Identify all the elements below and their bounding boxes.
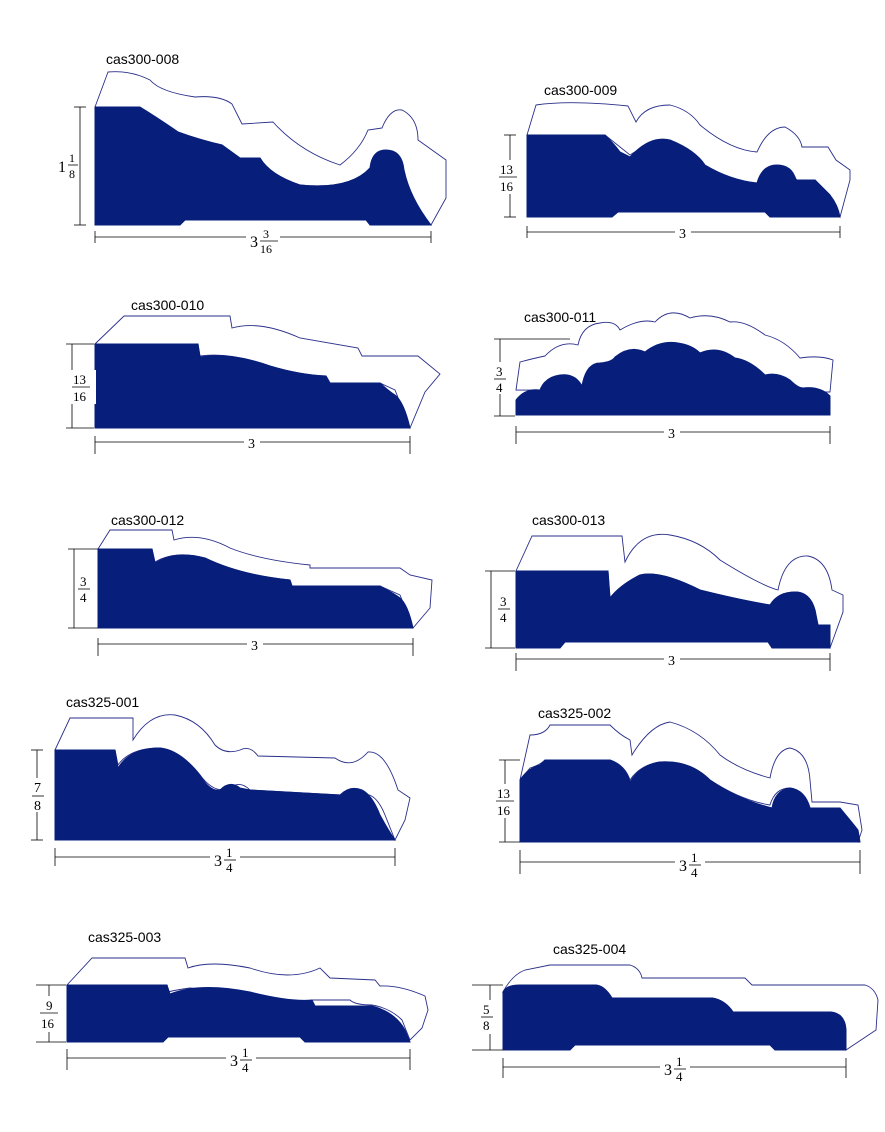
dimension-label-bg [496,592,514,624]
width-denominator: 4 [242,1060,249,1075]
width-numerator: 1 [691,850,698,865]
height-denominator: 4 [496,380,503,395]
width-whole: 3 [679,227,686,242]
profile-cas325-003: cas325-003 9 16 3 1 4 [36,929,429,1075]
width-denominator: 4 [691,865,698,880]
height-numerator: 13 [500,162,513,177]
height-numerator: 1 [69,151,75,165]
profile-cross-section [66,984,411,1043]
profile-cas300-010: cas300-010 13 16 3 [66,297,441,454]
profile-cas325-001: cas325-001 7 8 3 1 4 [30,694,411,875]
profile-cross-section [515,570,831,649]
profile-cas325-002: cas325-002 13 16 3 1 4 [494,705,863,880]
height-denominator: 16 [41,1016,55,1031]
width-numerator: 1 [226,845,233,860]
width-denominator: 16 [260,242,272,256]
profile-label: cas325-004 [553,941,626,957]
width-whole: 3 [679,858,687,875]
height-numerator: 3 [80,574,87,589]
height-denominator: 4 [500,610,507,625]
dimension-label-bg [30,778,48,812]
height-denominator: 8 [34,799,41,814]
width-whole: 3 [250,234,258,251]
profile-cross-section [94,343,411,429]
width-whole: 3 [664,1062,672,1079]
profile-cas300-008: cas300-008 1 1 8 3 3 16 [58,51,447,256]
profile-label: cas300-008 [106,51,179,67]
width-denominator: 4 [676,1069,683,1084]
profile-label: cas300-013 [532,512,605,528]
width-whole: 3 [230,1053,238,1070]
height-denominator: 16 [73,389,87,404]
dimension-label-bg [492,362,510,394]
height-denominator: 16 [497,803,511,818]
dimension-label-bg [244,434,260,450]
dimension-label-bg [76,572,94,604]
width-denominator: 4 [226,860,233,875]
width-numerator: 1 [676,1054,683,1069]
height-numerator: 7 [34,781,41,796]
dimension-label-bg [247,636,263,652]
profile-cross-section [519,759,861,843]
dimension-label-bg [246,228,280,256]
width-whole: 3 [251,639,258,654]
width-numerator: 1 [242,1045,249,1060]
profile-cas300-013: cas300-013 3 4 3 [485,512,844,671]
profile-cross-section [97,548,414,629]
height-denominator: 4 [80,590,87,605]
dimension-label-bg [38,996,62,1032]
width-whole: 3 [668,427,675,442]
profile-cas300-012: cas300-012 3 4 3 [68,512,433,656]
height-denominator: 16 [500,179,514,194]
height-numerator: 3 [496,364,503,379]
profile-cross-section [526,134,841,218]
dimension-label-bg [664,424,680,440]
width-whole: 3 [248,437,255,452]
profile-label: cas300-010 [131,297,204,313]
height-numerator: 5 [483,1002,490,1017]
height-numerator: 13 [497,786,510,801]
width-whole: 3 [214,853,222,870]
profile-top-surface [519,721,863,844]
height-denominator: 8 [69,167,75,181]
profile-label: cas300-012 [111,512,184,528]
profile-label: cas325-001 [66,694,139,710]
profile-cas300-009: cas300-009 13 16 3 [497,82,851,242]
profile-label: cas300-009 [544,82,617,98]
dimension-label-bg [675,224,691,240]
height-numerator: 3 [500,594,507,609]
profile-cross-section [515,341,831,416]
width-whole: 3 [668,654,675,669]
dimension-label-bg [664,651,680,667]
width-numerator: 3 [263,227,269,241]
profile-label: cas325-002 [538,705,611,721]
height-numerator: 9 [46,998,53,1013]
profile-label: cas300-011 [524,309,596,325]
height-denominator: 8 [483,1018,490,1033]
height-numerator: 13 [73,372,86,387]
profile-cross-section [502,984,847,1051]
profile-cas325-004: cas325-004 5 8 3 1 4 [472,941,879,1084]
height-whole: 1 [58,159,66,176]
profile-cross-section [94,106,433,226]
profile-label: cas325-003 [88,929,161,945]
profile-cross-section [54,747,396,841]
profile-cas300-011: cas300-011 3 4 3 [492,309,834,444]
